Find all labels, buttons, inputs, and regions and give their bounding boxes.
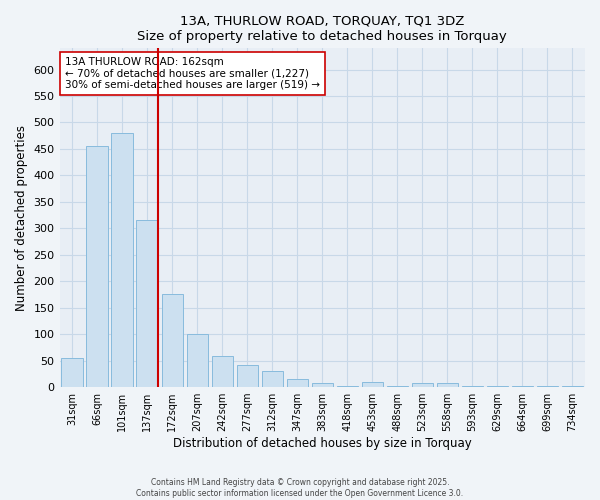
Bar	[437, 383, 458, 387]
Bar	[362, 382, 383, 387]
Bar	[562, 386, 583, 387]
Text: 13A THURLOW ROAD: 162sqm
← 70% of detached houses are smaller (1,227)
30% of sem: 13A THURLOW ROAD: 162sqm ← 70% of detach…	[65, 57, 320, 90]
Y-axis label: Number of detached properties: Number of detached properties	[15, 124, 28, 310]
Bar	[387, 386, 408, 387]
Bar	[262, 371, 283, 387]
Bar	[136, 220, 158, 387]
Bar	[412, 383, 433, 387]
Bar	[161, 294, 183, 387]
Bar	[512, 386, 533, 387]
Title: 13A, THURLOW ROAD, TORQUAY, TQ1 3DZ
Size of property relative to detached houses: 13A, THURLOW ROAD, TORQUAY, TQ1 3DZ Size…	[137, 15, 507, 43]
Bar	[236, 365, 258, 387]
Bar	[187, 334, 208, 387]
Bar	[212, 356, 233, 387]
Bar	[112, 133, 133, 387]
Bar	[487, 386, 508, 387]
X-axis label: Distribution of detached houses by size in Torquay: Distribution of detached houses by size …	[173, 437, 472, 450]
Bar	[311, 384, 333, 387]
Text: Contains HM Land Registry data © Crown copyright and database right 2025.
Contai: Contains HM Land Registry data © Crown c…	[136, 478, 464, 498]
Bar	[537, 386, 558, 387]
Bar	[337, 386, 358, 387]
Bar	[287, 379, 308, 387]
Bar	[86, 146, 108, 387]
Bar	[462, 386, 483, 387]
Bar	[61, 358, 83, 387]
